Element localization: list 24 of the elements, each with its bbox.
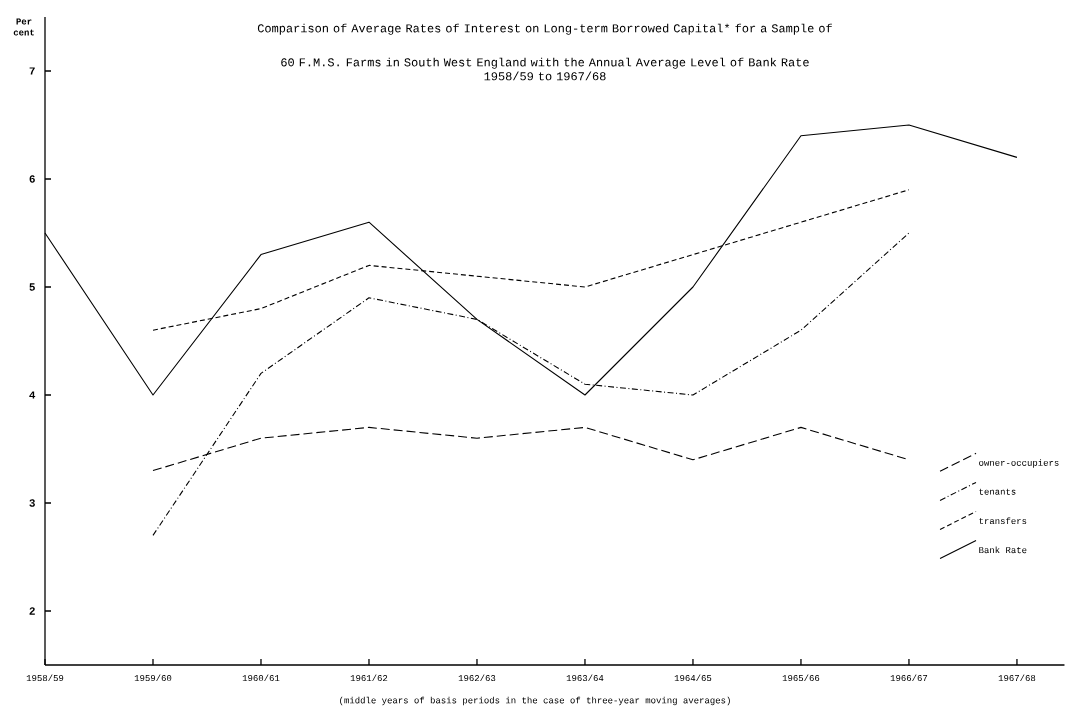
x-tick-label: 1967/68 [998,674,1036,682]
y-tick-label: 3 [29,499,35,507]
x-tick-label: 1960/61 [242,674,280,682]
y-tick-label: 2 [29,607,35,615]
line-series [152,189,910,331]
y-tick-label: 7 [29,67,35,75]
x-tick-label: 1966/67 [890,674,928,682]
y-tick-label: 5 [29,283,35,291]
x-axis-title: (middle years of basis periods in the case of three-year moving averages) [340,696,730,706]
legend-label: Bank Rate [979,546,1027,554]
y-axis-title: Per cent [13,18,34,36]
y-tick-label: 4 [29,391,36,399]
x-tick-label: 1962/63 [458,674,496,682]
x-tick-label: 1963/64 [566,674,604,682]
x-tick-label: 1965/66 [782,674,820,682]
y-tick-label: 6 [29,175,35,183]
legend-label: owner-occupiers [979,459,1059,468]
chart-title: Comparison of Average Rates of Interest on Long-term Borrowed Capital* for a Sample of 60 F.M.S. Farms in South West England with the Annual Average Level of Bank Rate 1958/59 to 1967/68 [257,23,832,81]
x-tick-label: 1959/60 [134,674,172,682]
x-tick-label: 1964/65 [674,674,712,682]
legend-label: tenants [979,488,1016,495]
x-tick-label: 1958/59 [26,674,64,682]
legend-label: transfers [979,517,1027,525]
x-tick-label: 1961/62 [350,674,388,682]
